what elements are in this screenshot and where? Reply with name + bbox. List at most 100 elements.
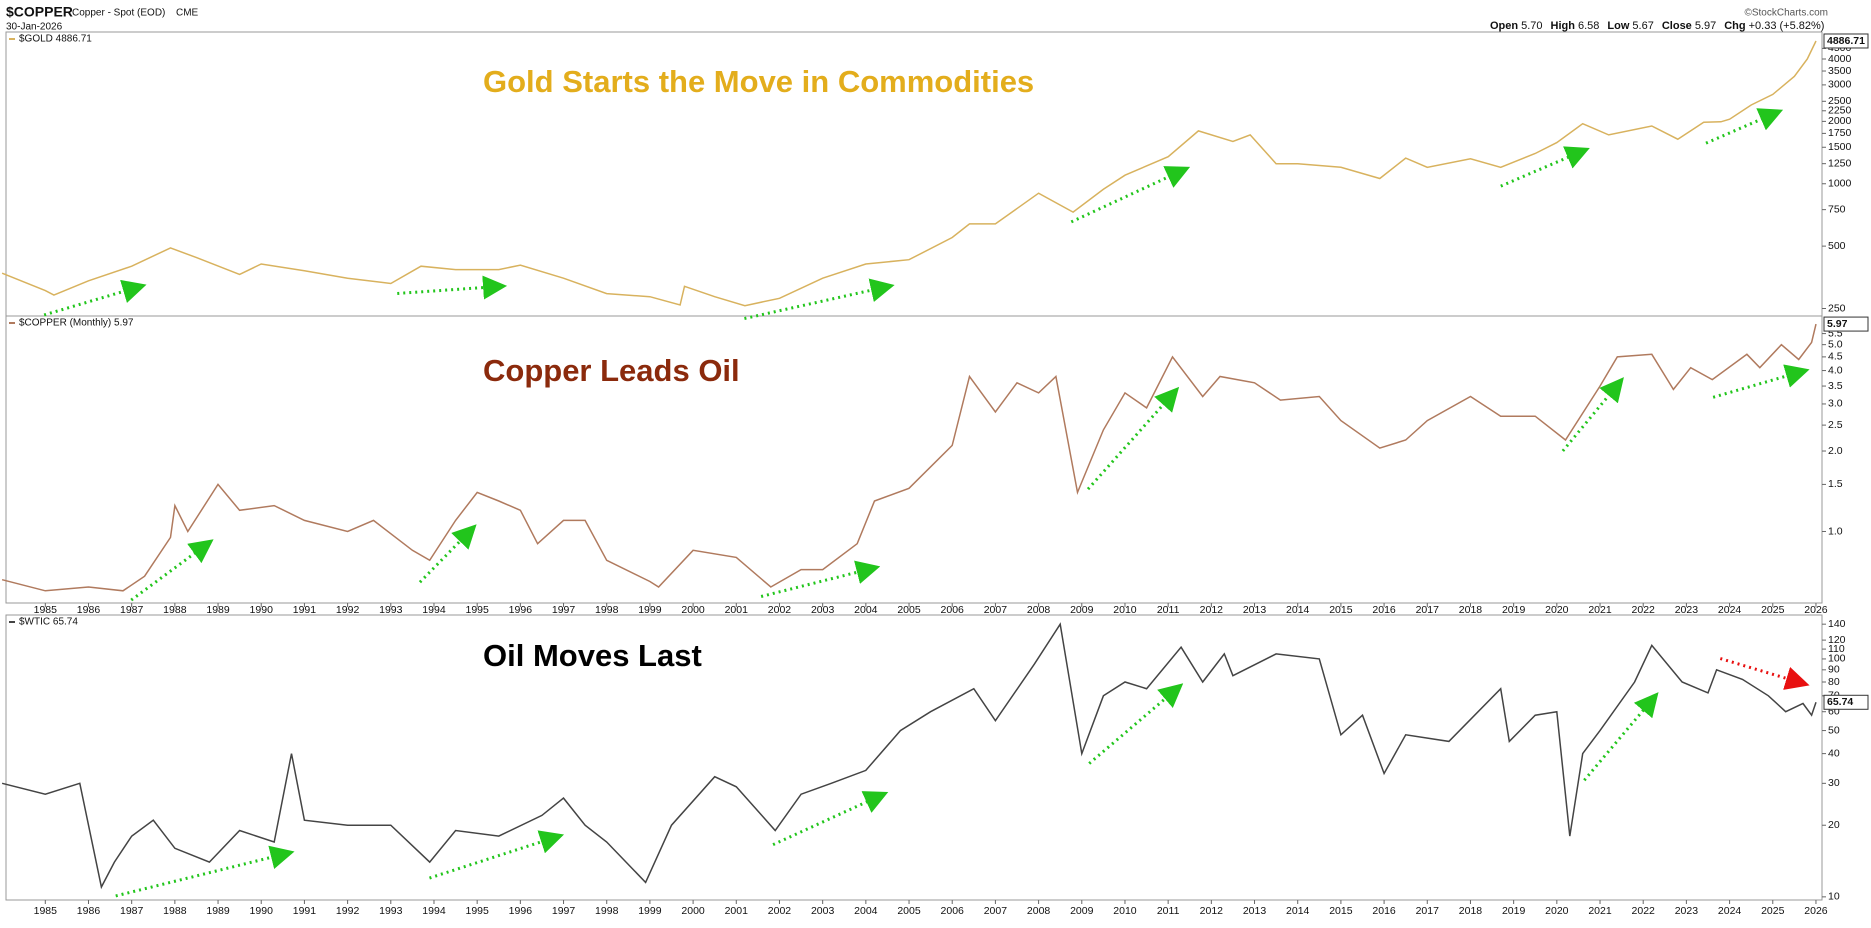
y-tick-label: 1500 bbox=[1828, 141, 1852, 153]
y-tick-label: 10 bbox=[1828, 891, 1840, 903]
x-tick-label: 2009 bbox=[1070, 905, 1094, 917]
trend-arrow bbox=[1086, 386, 1180, 491]
quote-value: +0.33 (+5.82%) bbox=[1749, 20, 1825, 32]
quote: Open 5.70 High 6.58 Low 5.67 Close 5.97 Chg +0.33… bbox=[1490, 20, 1824, 32]
x-tick-label: 2010 bbox=[1113, 905, 1137, 917]
trend-arrow bbox=[397, 275, 508, 300]
chart-title: Gold Starts the Move in Commodities bbox=[483, 64, 1034, 99]
trend-arrow bbox=[1719, 657, 1810, 690]
chart-title: Copper Leads Oil bbox=[483, 353, 740, 388]
trend-arrow bbox=[43, 279, 147, 317]
x-tick-label: 1991 bbox=[293, 604, 317, 616]
trend-arrow bbox=[772, 791, 889, 847]
y-tick-label: 120 bbox=[1828, 634, 1846, 646]
symbol-name: Copper - Spot (EOD) bbox=[72, 8, 165, 19]
x-tick-label: 2009 bbox=[1070, 604, 1094, 616]
trend-arrow bbox=[429, 830, 565, 880]
y-tick-label: 500 bbox=[1828, 240, 1846, 252]
x-tick-label: 1998 bbox=[595, 604, 619, 616]
x-tick-label: 2021 bbox=[1588, 604, 1612, 616]
last-value-box bbox=[1823, 694, 1869, 710]
x-tick-label: 1991 bbox=[293, 905, 317, 917]
chart-title: Oil Moves Last bbox=[483, 638, 702, 673]
x-tick-label: 1987 bbox=[120, 604, 144, 616]
legend-entry: $COPPER (Monthly) 5.97 bbox=[19, 318, 134, 329]
x-tick-label: 2000 bbox=[681, 905, 705, 917]
x-tick-label: 2013 bbox=[1243, 604, 1267, 616]
x-tick-label: 2008 bbox=[1027, 905, 1051, 917]
y-tick-label: 1750 bbox=[1828, 127, 1852, 139]
quote-value: 6.58 bbox=[1578, 20, 1599, 32]
y-tick-label: 2000 bbox=[1828, 115, 1852, 127]
x-tick-label: 2022 bbox=[1632, 604, 1656, 616]
x-tick-label: 1995 bbox=[465, 905, 489, 917]
series-line bbox=[1, 40, 1817, 307]
x-tick-label: 1999 bbox=[638, 604, 662, 616]
series-line bbox=[1, 323, 1817, 592]
x-tick-label: 1992 bbox=[336, 604, 360, 616]
x-tick-label: 2008 bbox=[1027, 604, 1051, 616]
y-tick-label: 40 bbox=[1828, 747, 1840, 759]
x-tick-label: 2015 bbox=[1329, 905, 1353, 917]
x-tick-label: 1990 bbox=[250, 604, 274, 616]
y-tick-label: 1.5 bbox=[1828, 478, 1843, 490]
x-tick-label: 1993 bbox=[379, 905, 403, 917]
x-tick-label: 2022 bbox=[1632, 905, 1656, 917]
last-value-label: 65.74 bbox=[1827, 696, 1853, 708]
x-tick-label: 2021 bbox=[1588, 905, 1612, 917]
y-tick-label: 90 bbox=[1828, 664, 1840, 676]
x-tick-label: 1985 bbox=[34, 905, 58, 917]
trend-arrow bbox=[1561, 377, 1624, 452]
y-tick-label: 20 bbox=[1828, 819, 1840, 831]
x-tick-label: 2001 bbox=[725, 905, 749, 917]
x-tick-label: 2006 bbox=[941, 905, 965, 917]
exchange: CME bbox=[176, 8, 199, 19]
x-tick-label: 2026 bbox=[1804, 905, 1828, 917]
x-tick-label: 1994 bbox=[422, 905, 446, 917]
last-value-label: 4886.71 bbox=[1827, 35, 1865, 47]
y-tick-label: 1000 bbox=[1828, 178, 1852, 190]
plot-frame bbox=[5, 315, 1823, 604]
trend-arrow bbox=[130, 539, 214, 602]
x-tick-label: 2007 bbox=[984, 604, 1008, 616]
y-tick-label: 4000 bbox=[1828, 53, 1852, 65]
x-tick-label: 2011 bbox=[1157, 905, 1180, 917]
trend-arrow bbox=[418, 524, 477, 584]
x-tick-label: 1997 bbox=[552, 905, 576, 917]
y-tick-label: 30 bbox=[1828, 777, 1840, 789]
x-tick-label: 1987 bbox=[120, 905, 144, 917]
x-tick-label: 2002 bbox=[768, 905, 792, 917]
x-tick-label: 2006 bbox=[941, 604, 965, 616]
x-tick-label: 2018 bbox=[1459, 905, 1483, 917]
symbol: $COPPER bbox=[6, 4, 73, 20]
y-tick-label: 1250 bbox=[1828, 157, 1852, 169]
x-tick-label: 2023 bbox=[1675, 905, 1699, 917]
x-tick-label: 1997 bbox=[552, 604, 576, 616]
x-tick-label: 2025 bbox=[1761, 905, 1785, 917]
x-tick-label: 1995 bbox=[465, 604, 489, 616]
y-tick-label: 110 bbox=[1828, 643, 1845, 655]
x-tick-label: 1989 bbox=[206, 905, 230, 917]
quote-value: 5.97 bbox=[1695, 20, 1716, 32]
y-tick-label: 5.0 bbox=[1828, 338, 1843, 350]
y-tick-label: 140 bbox=[1828, 618, 1846, 630]
x-tick-label: 2012 bbox=[1200, 604, 1224, 616]
quote-label: Open bbox=[1490, 20, 1518, 32]
last-value-box bbox=[1823, 33, 1869, 49]
x-tick-label: 2005 bbox=[897, 604, 921, 616]
x-tick-label: 2020 bbox=[1545, 604, 1569, 616]
x-tick-label: 2014 bbox=[1286, 604, 1310, 616]
trend-arrow bbox=[760, 560, 881, 598]
x-tick-label: 1998 bbox=[595, 905, 619, 917]
x-tick-label: 1994 bbox=[422, 604, 446, 616]
x-tick-label: 2019 bbox=[1502, 604, 1526, 616]
y-tick-label: 2.5 bbox=[1828, 419, 1843, 431]
x-tick-label: 2023 bbox=[1675, 604, 1699, 616]
x-tick-label: 2024 bbox=[1718, 905, 1742, 917]
quote-label: Close bbox=[1662, 20, 1692, 32]
trend-arrow bbox=[1712, 364, 1810, 399]
x-tick-label: 2015 bbox=[1329, 604, 1353, 616]
x-tick-label: 2016 bbox=[1372, 905, 1396, 917]
x-tick-label: 2014 bbox=[1286, 905, 1310, 917]
x-tick-label: 2001 bbox=[725, 604, 749, 616]
